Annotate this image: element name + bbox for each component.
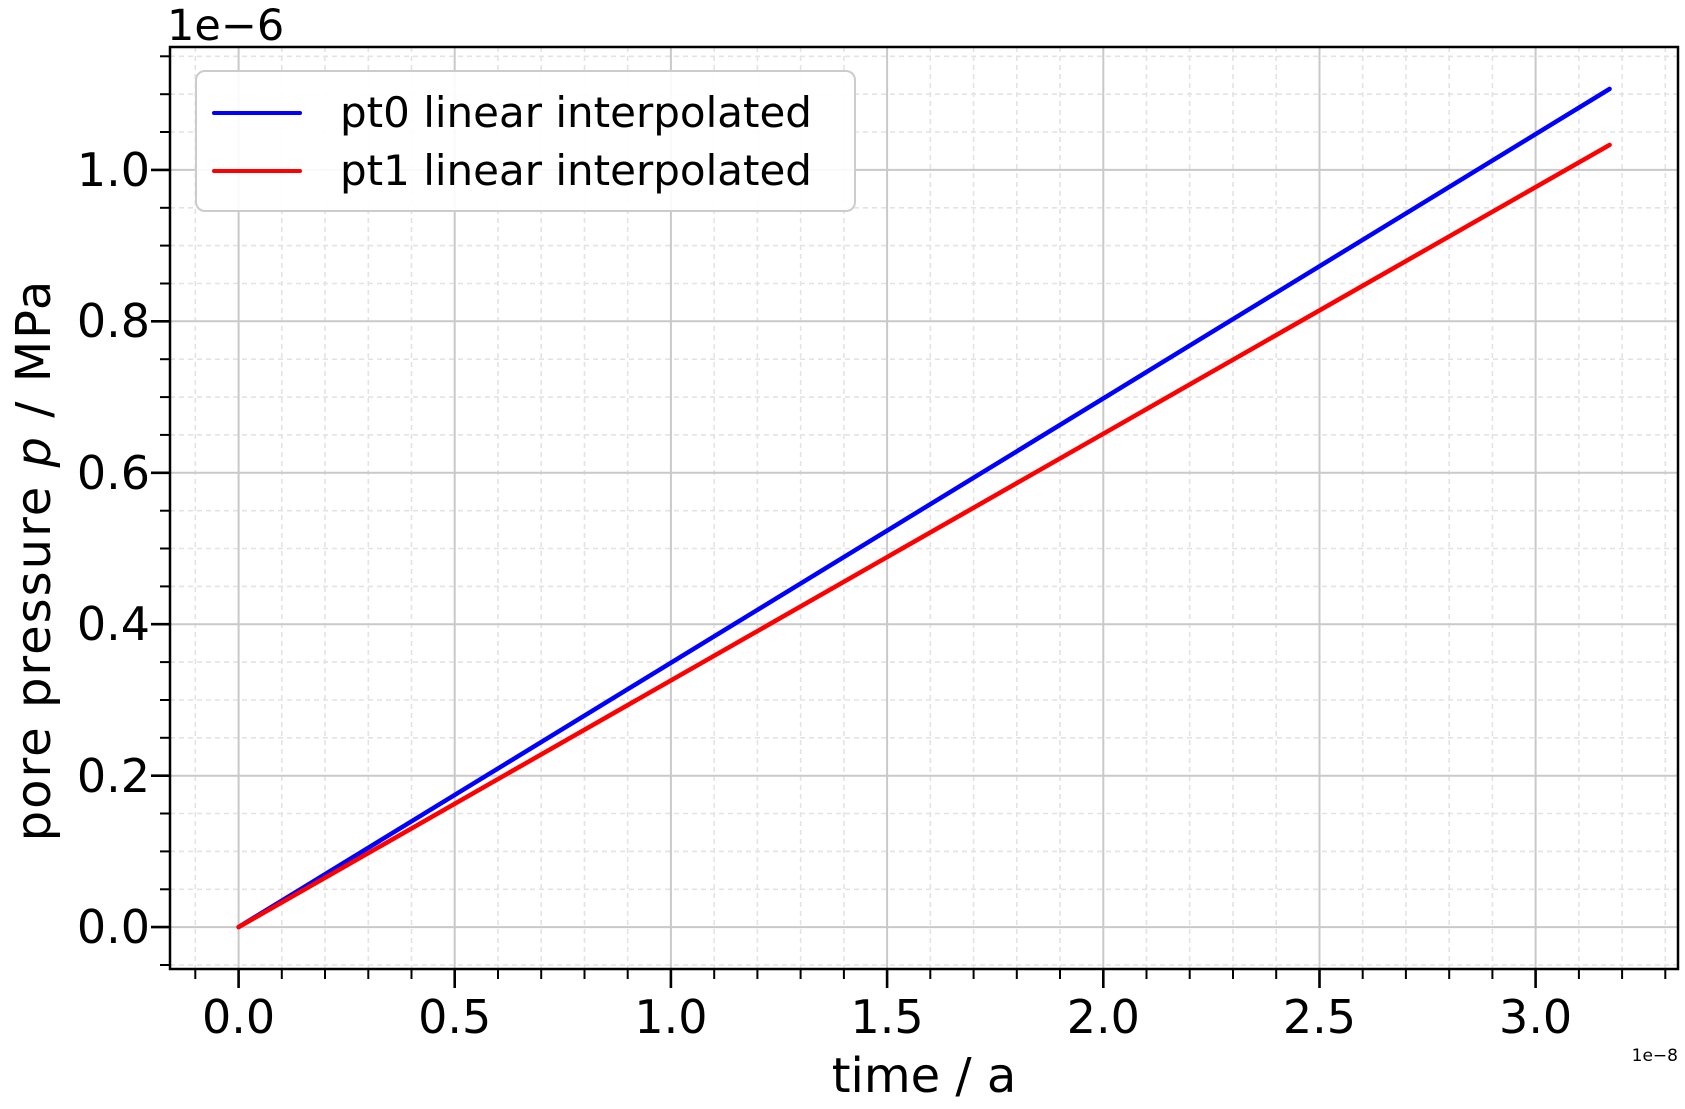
x-axis-offset-text: 1e−8	[1631, 1046, 1678, 1066]
x-tick-label: 2.5	[1282, 990, 1357, 1044]
legend-item-pt1: pt1 linear interpolated	[212, 142, 854, 200]
legend-line-swatch-pt0	[212, 111, 302, 115]
x-tick-label: 3.0	[1499, 990, 1573, 1044]
y-tick-label: 0.4	[76, 597, 150, 652]
y-tick-label: 0.6	[76, 445, 150, 500]
x-tick-label: 0.0	[201, 990, 276, 1044]
legend-label-pt0: pt0 linear interpolated	[340, 88, 812, 137]
x-tick-label: 1.0	[634, 990, 708, 1044]
y-tick-label: 0.8	[76, 294, 150, 349]
legend-line-swatch-pt1	[212, 169, 302, 173]
y-tick-label: 0.2	[76, 748, 150, 803]
series-line-0	[236, 86, 1612, 930]
axis-ticks	[151, 55, 1667, 988]
y-axis-offset-text: 1e−6	[167, 1, 285, 51]
x-axis-label: time / a	[831, 1048, 1017, 1104]
series-line-1	[236, 142, 1612, 930]
x-tick-label: 2.0	[1066, 990, 1140, 1044]
x-tick-label: 0.5	[418, 990, 492, 1044]
legend-item-pt0: pt0 linear interpolated	[212, 84, 854, 142]
y-tick-label: 1.0	[76, 142, 150, 197]
axes-spines	[168, 45, 1680, 971]
y-tick-label: 0.0	[76, 900, 150, 955]
legend-label-pt1: pt1 linear interpolated	[340, 146, 812, 195]
x-tick-label: 1.5	[850, 990, 924, 1044]
legend: pt0 linear interpolated pt1 linear inter…	[195, 70, 856, 212]
